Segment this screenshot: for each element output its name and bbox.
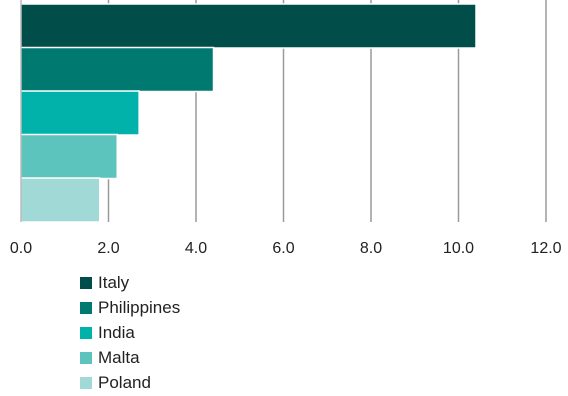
legend-item-philippines: Philippines xyxy=(80,295,180,320)
x-tick-label: 12.0 xyxy=(530,240,561,257)
legend-item-poland: Poland xyxy=(80,370,180,395)
x-tick-label: 6.0 xyxy=(272,240,294,257)
legend-label: India xyxy=(98,322,135,342)
legend-swatch xyxy=(80,301,92,314)
bar-india xyxy=(20,90,140,136)
x-tick-labels: 0.0 2.0 4.0 6.0 8.0 10.0 12.0 xyxy=(10,240,562,257)
bar-italy xyxy=(20,3,477,49)
legend: Italy Philippines India Malta Poland xyxy=(80,270,180,395)
bars xyxy=(20,3,477,223)
bar-chart: 0.0 2.0 4.0 6.0 8.0 10.0 12.0 xyxy=(10,0,562,257)
legend-label: Malta xyxy=(98,347,140,367)
x-tick-label: 2.0 xyxy=(97,240,119,257)
legend-label: Philippines xyxy=(98,297,181,317)
bar-philippines xyxy=(20,46,215,93)
legend-swatch xyxy=(80,376,92,389)
x-tick-label: 8.0 xyxy=(360,240,382,257)
x-tick-label: 4.0 xyxy=(185,240,207,257)
legend-label: Poland xyxy=(98,372,151,392)
legend-label: Italy xyxy=(98,272,130,292)
legend-swatch xyxy=(80,276,92,289)
x-tick-label: 10.0 xyxy=(443,240,474,257)
x-tick-label: 0.0 xyxy=(10,240,32,257)
legend-swatch xyxy=(80,351,92,364)
bar-poland xyxy=(20,177,101,223)
legend-swatch xyxy=(80,326,92,339)
legend-item-malta: Malta xyxy=(80,345,180,370)
legend-item-italy: Italy xyxy=(80,270,180,295)
legend-item-india: India xyxy=(80,320,180,345)
bar-malta xyxy=(20,133,118,180)
